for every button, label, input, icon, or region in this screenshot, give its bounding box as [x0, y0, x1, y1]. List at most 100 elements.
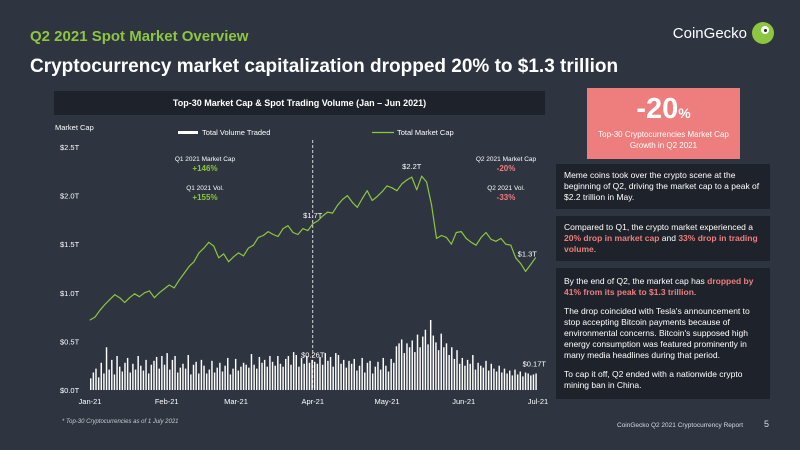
- volume-bar: [150, 364, 153, 390]
- y-tick-label: $0.5T: [60, 337, 80, 346]
- volume-bar: [345, 367, 348, 390]
- volume-bar: [524, 372, 527, 390]
- volume-bar: [440, 333, 442, 390]
- note-tesla: The drop coincided with Tesla's announce…: [564, 306, 750, 360]
- volume-bar: [308, 362, 311, 390]
- volume-bar: [427, 344, 429, 390]
- callout-title: Q2 2021 Vol.: [487, 185, 525, 192]
- page-kicker: Q2 2021 Spot Market Overview: [30, 28, 249, 45]
- volume-bar: [400, 339, 403, 390]
- callout-title: Q1 2021 Market Cap: [175, 156, 236, 163]
- brand[interactable]: CoinGecko: [673, 20, 774, 46]
- volume-bar: [495, 371, 498, 390]
- market-cap-point: [153, 297, 155, 299]
- volume-bar: [184, 368, 187, 390]
- market-cap-point: [535, 257, 536, 259]
- data-annotation: $1.3T: [518, 250, 538, 259]
- market-cap-point: [431, 204, 433, 206]
- volume-bar: [395, 346, 398, 390]
- market-cap-point: [520, 263, 522, 265]
- volume-bar: [358, 365, 361, 390]
- market-cap-point: [94, 316, 96, 318]
- market-cap-point: [302, 228, 304, 230]
- market-cap-point: [109, 299, 111, 301]
- volume-bar: [303, 363, 305, 390]
- volume-bar: [126, 357, 129, 390]
- volume-bar: [129, 372, 131, 390]
- market-cap-point: [134, 293, 136, 295]
- volume-bar: [279, 363, 282, 390]
- volume-bar: [321, 364, 324, 390]
- highlight-volume-drop: 33% drop in trading volume: [564, 233, 758, 254]
- volume-bar: [103, 373, 105, 390]
- market-cap-point: [124, 302, 126, 303]
- market-cap-point: [198, 252, 200, 254]
- volume-bar: [90, 378, 92, 390]
- volume-bar: [485, 360, 487, 390]
- market-cap-point: [426, 181, 428, 183]
- market-cap-point: [327, 211, 329, 213]
- volume-bar: [237, 370, 240, 390]
- volume-bar: [348, 360, 350, 390]
- market-cap-point: [386, 185, 388, 187]
- market-cap-point: [233, 256, 235, 258]
- volume-bar: [111, 359, 113, 390]
- note-meme-coins: Meme coins took over the crypto scene at…: [556, 164, 770, 209]
- volume-bar: [398, 343, 400, 390]
- volume-bar: [356, 370, 358, 390]
- market-cap-point: [485, 232, 487, 233]
- volume-bar: [242, 362, 245, 390]
- market-cap-point: [228, 261, 230, 263]
- volume-bar: [240, 366, 242, 390]
- market-cap-point: [257, 236, 259, 238]
- volume-bar: [443, 347, 445, 390]
- market-cap-point: [129, 297, 131, 299]
- volume-bar: [190, 374, 192, 390]
- market-cap-point: [223, 253, 225, 255]
- volume-bar: [261, 362, 263, 390]
- volume-bar: [176, 372, 179, 390]
- volume-bar: [258, 356, 261, 390]
- market-cap-point: [148, 290, 150, 292]
- volume-bar: [490, 363, 493, 390]
- volume-bar: [329, 356, 332, 390]
- volume-bar: [419, 347, 421, 390]
- volume-bar: [350, 363, 353, 390]
- callout-value: -20%: [497, 164, 516, 173]
- market-cap-point: [272, 234, 274, 235]
- volume-bar: [118, 366, 121, 390]
- volume-bar: [179, 367, 182, 390]
- volume-bar: [121, 371, 124, 390]
- volume-bar: [456, 350, 458, 390]
- y-tick-label: $0.0T: [60, 386, 80, 395]
- market-cap-point: [287, 225, 289, 227]
- volume-bar: [161, 355, 163, 390]
- volume-bar: [295, 355, 297, 390]
- report-footer: CoinGecko Q2 2021 Cryptocurrency Report: [617, 422, 744, 429]
- volume-bar: [464, 365, 466, 390]
- market-cap-point: [139, 296, 140, 298]
- volume-bar: [414, 352, 416, 390]
- volume-bar: [163, 364, 166, 390]
- market-cap-point: [371, 200, 373, 201]
- market-cap-point: [470, 241, 472, 243]
- volume-bar: [390, 358, 392, 390]
- volume-bar: [451, 347, 453, 390]
- volume-bar: [256, 368, 258, 390]
- volume-bar: [263, 359, 266, 390]
- volume-bar: [298, 366, 300, 390]
- market-cap-point: [500, 237, 502, 239]
- market-cap-point: [168, 284, 170, 286]
- market-cap-point: [441, 235, 442, 236]
- market-cap-point: [475, 244, 477, 246]
- volume-bar: [213, 372, 216, 390]
- volume-bar: [292, 352, 295, 390]
- volume-bar: [306, 355, 308, 390]
- market-cap-point: [89, 319, 91, 321]
- market-cap-point: [158, 292, 160, 294]
- volume-bar: [132, 363, 134, 390]
- volume-bar: [498, 365, 500, 390]
- note-china-ban: To cap it off, Q2 ended with a nationwid…: [564, 369, 743, 390]
- volume-bar: [140, 365, 142, 390]
- volume-bar: [314, 361, 316, 390]
